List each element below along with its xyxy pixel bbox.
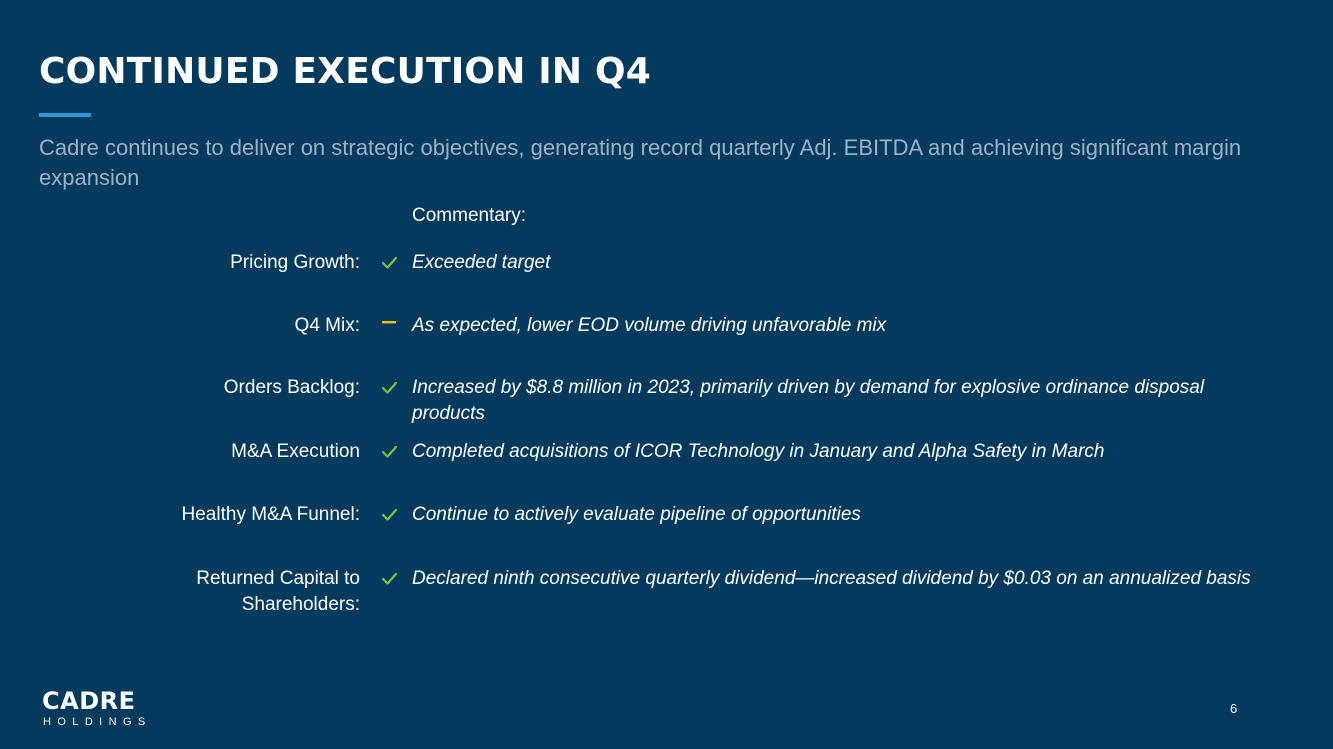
row-commentary: Declared ninth consecutive quarterly div… bbox=[412, 568, 1251, 589]
row-ma-execution: M&A Execution Completed acquisitions of … bbox=[0, 439, 1333, 495]
row-commentary: Completed acquisitions of ICOR Technolog… bbox=[412, 441, 1105, 462]
checkmark-icon bbox=[380, 250, 404, 276]
checkmark-icon bbox=[380, 502, 404, 528]
checkmark-icon bbox=[380, 566, 404, 592]
logo-subtitle: HOLDINGS bbox=[43, 716, 152, 728]
title-accent-line bbox=[39, 113, 91, 117]
row-returned-capital: Returned Capital to Shareholders: Declar… bbox=[0, 566, 1333, 622]
row-commentary: Continue to actively evaluate pipeline o… bbox=[412, 504, 861, 525]
cadre-holdings-logo: CADRE HOLDINGS bbox=[42, 688, 152, 730]
row-pricing-growth: Pricing Growth: Exceeded target bbox=[0, 250, 1333, 306]
checkmark-icon bbox=[380, 439, 404, 465]
row-healthy-ma-funnel: Healthy M&A Funnel: Continue to actively… bbox=[0, 502, 1333, 558]
slide-subtitle: Cadre continues to deliver on strategic … bbox=[39, 135, 1242, 190]
checkmark-icon bbox=[380, 375, 404, 401]
row-q4-mix: Q4 Mix: As expected, lower EOD volume dr… bbox=[0, 313, 1333, 369]
dash-icon bbox=[380, 313, 404, 339]
row-orders-backlog: Orders Backlog: Increased by $8.8 millio… bbox=[0, 375, 1333, 431]
row-commentary: As expected, lower EOD volume driving un… bbox=[412, 315, 887, 336]
row-commentary: Increased by $8.8 million in 2023, prima… bbox=[412, 377, 1205, 424]
commentary-header: Commentary: bbox=[412, 205, 527, 226]
row-label: Pricing Growth: bbox=[230, 252, 360, 273]
row-label: M&A Execution bbox=[231, 441, 360, 462]
row-label: Returned Capital to Shareholders: bbox=[196, 568, 360, 615]
row-commentary: Exceeded target bbox=[412, 252, 551, 273]
row-label: Q4 Mix: bbox=[294, 315, 360, 336]
row-label: Orders Backlog: bbox=[223, 377, 360, 398]
page-number: 6 bbox=[1230, 701, 1238, 716]
logo-wordmark: CADRE bbox=[42, 687, 136, 715]
row-label: Healthy M&A Funnel: bbox=[181, 504, 360, 525]
slide-title: CONTINUED EXECUTION IN Q4 bbox=[39, 51, 651, 92]
